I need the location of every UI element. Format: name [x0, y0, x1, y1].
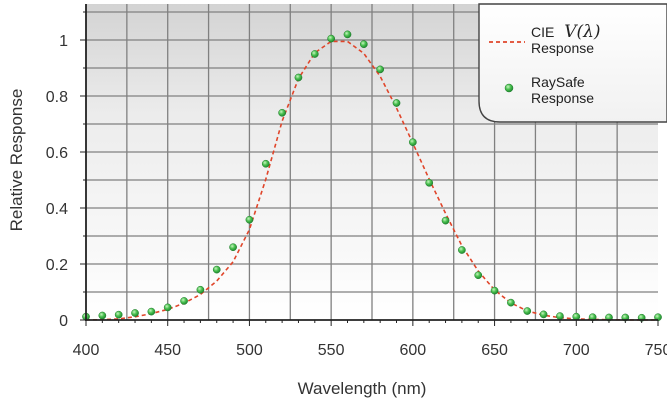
- raysafe-point: [523, 307, 532, 315]
- raysafe-point: [196, 285, 205, 294]
- raysafe-point: [359, 40, 368, 49]
- y-tick-label: 0.6: [46, 145, 68, 162]
- raysafe-point: [147, 307, 156, 316]
- x-tick-label: 450: [154, 342, 181, 359]
- raysafe-point: [539, 310, 548, 319]
- legend-raysafe-label: RaySafe Response: [531, 74, 594, 106]
- x-tick-label: 700: [563, 342, 590, 359]
- legend-raysafe-marker-icon: [504, 83, 514, 93]
- raysafe-point: [212, 265, 221, 274]
- legend-cie-suffix: Response: [531, 40, 594, 56]
- x-tick-label: 500: [236, 342, 263, 359]
- x-tick-label: 400: [73, 342, 100, 359]
- raysafe-point: [245, 215, 254, 224]
- legend-box: [478, 3, 667, 123]
- raysafe-point: [327, 34, 335, 43]
- raysafe-point: [278, 108, 286, 117]
- raysafe-point: [343, 30, 352, 39]
- grid: [86, 4, 658, 320]
- x-tick-label: 750: [645, 342, 667, 359]
- raysafe-point: [474, 271, 483, 280]
- raysafe-point: [556, 312, 564, 320]
- x-tick-label: 650: [481, 342, 508, 359]
- y-tick-label: 0.8: [46, 89, 68, 106]
- x-tick-label: 600: [400, 342, 427, 359]
- raysafe-point: [229, 243, 237, 252]
- raysafe-point: [376, 65, 385, 74]
- legend-cie-symbol: V(λ): [564, 22, 600, 42]
- svg-text:CIE V(λ): CIE V(λ): [531, 22, 601, 42]
- raysafe-point: [507, 298, 515, 307]
- y-axis-title: Relative Response: [7, 89, 26, 232]
- plot-area: [82, 30, 662, 322]
- legend-cie-prefix: CIE: [531, 24, 554, 40]
- x-axis-title: Wavelength (nm): [298, 379, 427, 398]
- raysafe-point: [392, 99, 401, 107]
- raysafe-point: [163, 303, 172, 312]
- raysafe-point: [294, 73, 303, 82]
- raysafe-point: [425, 178, 434, 187]
- ticks: 400 450 500 550 600 650 700 750 0 0.2 0.4 0.6 0.8 1: [46, 11, 667, 359]
- y-tick-label: 0.4: [46, 201, 68, 218]
- raysafe-point: [131, 309, 139, 317]
- raysafe-point: [310, 50, 319, 58]
- legend: CIE V(λ) Response RaySafe Response: [478, 3, 667, 123]
- y-tick-label: 0: [59, 313, 68, 330]
- axes: [85, 4, 658, 321]
- raysafe-point: [458, 246, 466, 254]
- raysafe-point: [180, 297, 188, 305]
- raysafe-point: [98, 311, 107, 320]
- y-tick-label: 1: [59, 33, 68, 50]
- raysafe-point: [261, 159, 270, 168]
- y-tick-label: 0.2: [46, 257, 68, 274]
- x-tick-label: 550: [318, 342, 345, 359]
- raysafe-point: [490, 286, 499, 295]
- raysafe-point: [114, 310, 123, 319]
- raysafe-point: [441, 216, 450, 225]
- raysafe-point: [409, 138, 417, 147]
